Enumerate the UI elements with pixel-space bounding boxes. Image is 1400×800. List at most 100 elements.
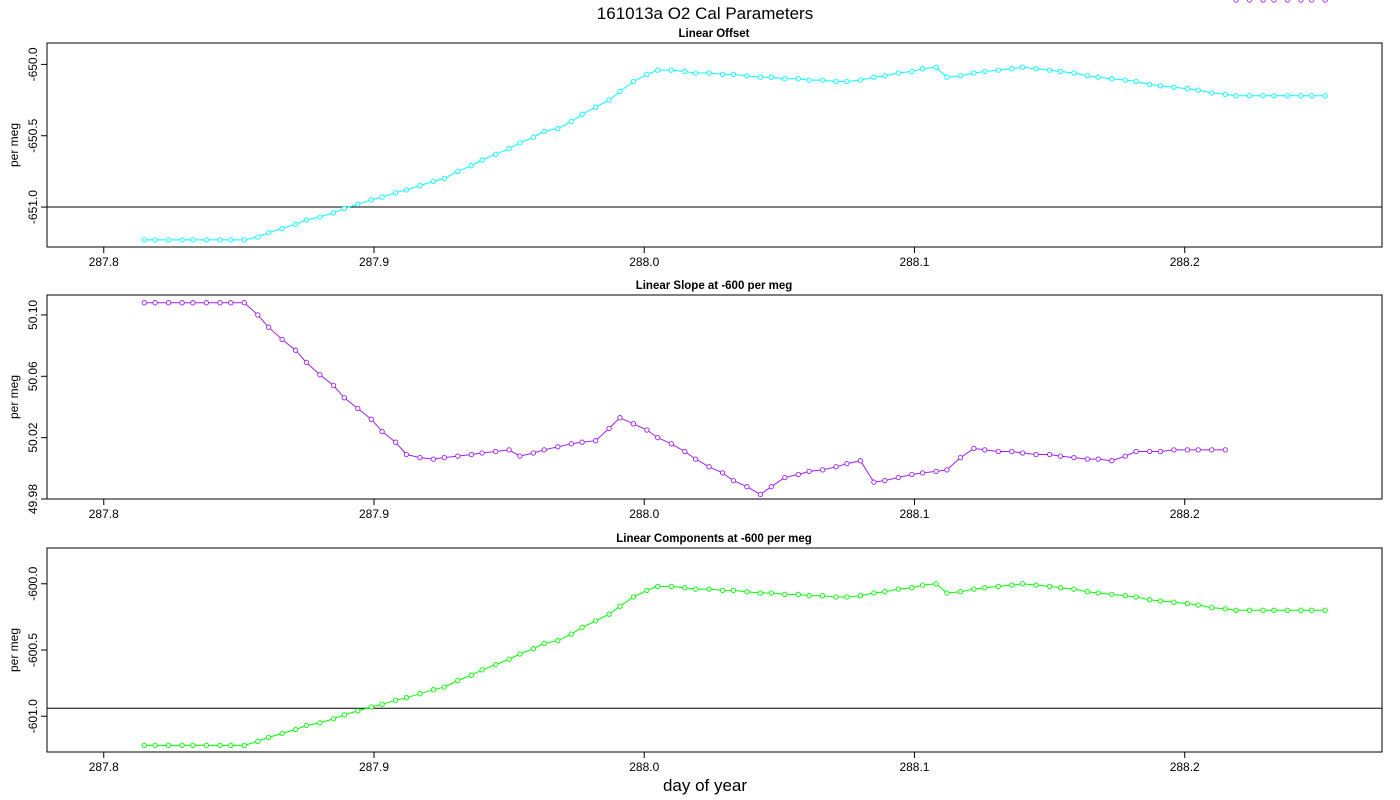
y-tick-label: -600.5 [26,633,40,667]
data-point [895,586,901,592]
data-point [165,300,172,306]
data-point [190,300,196,306]
data-point [190,237,196,243]
data-point [255,234,261,240]
data-point [265,324,272,330]
panel-linear-slope: Linear Slope at -600 per meg per meg 287… [7,0,1383,521]
data-point [592,104,599,110]
data-point [692,456,699,462]
data-point [1322,607,1328,613]
data-point [1171,84,1177,90]
data-point [241,237,247,243]
x-axis-label: day of year [663,776,747,795]
data-point [1133,448,1139,455]
data-point [919,470,926,476]
data-point [1298,607,1304,613]
data-point [292,347,299,353]
data-point [644,427,650,433]
data-point [857,593,864,599]
data-point [668,583,674,590]
panel-title: Linear Offset [679,28,750,40]
data-point [579,439,585,445]
data-point [1195,87,1201,93]
data-point [303,217,310,223]
data-point [1284,0,1291,3]
data-point [292,221,299,227]
data-point [1298,0,1304,3]
data-point [1309,0,1315,3]
data-point [982,447,988,453]
data-point [795,591,801,598]
data-point [730,587,737,594]
data-point [668,441,674,447]
data-point [555,444,561,450]
data-point [592,438,599,444]
data-point [806,593,812,599]
data-point [1309,93,1315,99]
data-point [1109,591,1115,598]
panel-title: Linear Components at -600 per meg [616,533,812,545]
data-point [228,300,234,306]
data-point [706,586,712,592]
data-point [579,111,585,117]
plot-frame [46,294,1383,500]
data-point [1033,582,1039,588]
data-point [1084,456,1091,462]
data-point [355,708,361,714]
data-point [857,77,864,83]
x-tick-label: 288.0 [629,760,659,774]
data-point [1157,83,1164,89]
data-point [392,697,399,703]
data-point [655,434,661,441]
data-point [392,439,399,445]
data-point [341,712,347,718]
data-point [152,237,158,243]
data-point [1057,585,1064,591]
data-point [1133,78,1139,85]
data-point [1019,450,1026,456]
data-point [882,589,888,595]
x-tick-label: 287.8 [89,760,119,774]
data-point [303,359,310,366]
y-axis-label: per meg [7,375,21,419]
data-point [719,587,726,594]
data-point [568,441,574,447]
data-point [819,467,826,473]
data-point [430,456,437,462]
data-point [1109,458,1115,464]
data-point [1071,454,1077,461]
data-point [630,421,637,427]
data-point [895,70,901,76]
data-point [1033,66,1039,72]
data-point [895,474,901,481]
data-point [492,151,499,157]
data-point [706,70,712,76]
data-point [279,336,285,343]
data-point [1157,448,1164,455]
data-point [795,76,801,82]
x-tick-label: 288.1 [899,255,929,269]
data-point [1284,607,1291,613]
data-point [141,300,147,306]
data-point [871,479,877,485]
data-point [1009,66,1015,72]
x-tick-label: 287.8 [89,507,119,521]
data-point [682,448,688,455]
data-point [719,470,726,476]
data-point [1171,447,1177,453]
data-point [933,581,939,587]
data-point [1171,599,1177,605]
data-point [1298,93,1304,99]
data-point [971,70,977,76]
plot-frame [46,42,1383,248]
data-point [1233,607,1239,613]
data-point [1095,74,1101,80]
data-point [957,454,964,461]
data-point [730,477,737,484]
data-point [909,68,915,75]
data-point [744,589,750,595]
data-point [355,201,361,207]
data-point [579,624,585,631]
panel-linear-components: Linear Components at -600 per meg per me… [7,533,1383,774]
data-point [506,447,512,453]
